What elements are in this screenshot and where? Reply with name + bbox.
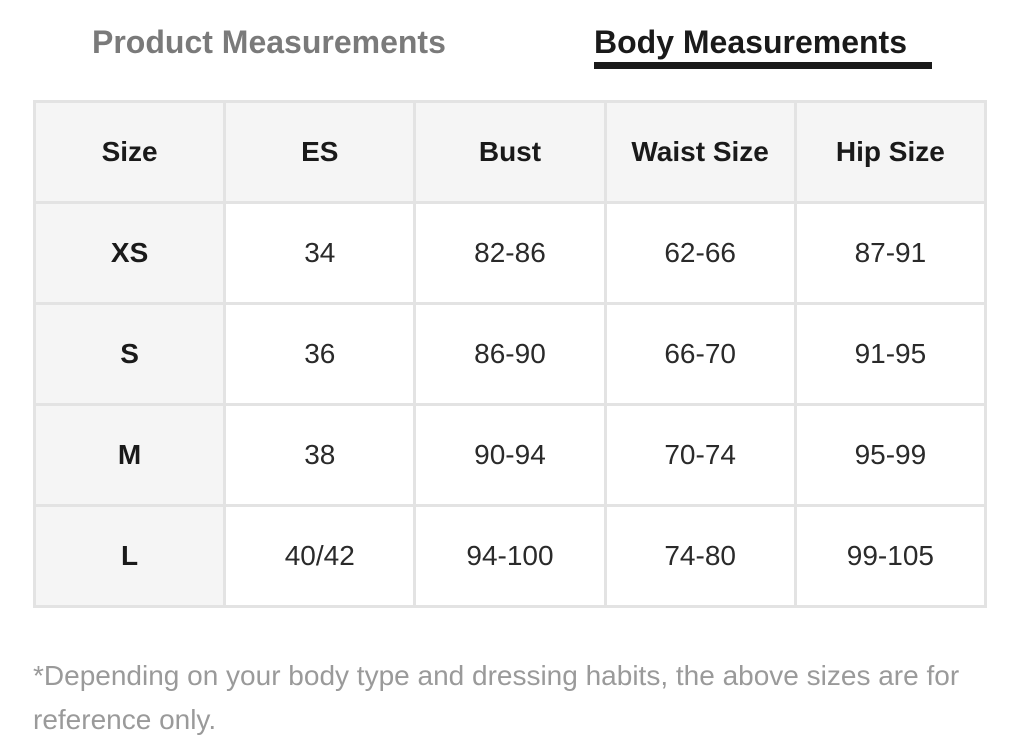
size-cell: S bbox=[32, 302, 227, 406]
column-header-bust: Bust bbox=[413, 100, 607, 204]
size-cell: M bbox=[32, 403, 227, 507]
size-cell: L bbox=[32, 504, 227, 608]
waist-cell: 70-74 bbox=[603, 403, 797, 507]
bust-cell: 82-86 bbox=[413, 201, 607, 305]
active-tab-underline bbox=[594, 62, 932, 69]
hip-cell: 95-99 bbox=[793, 403, 988, 507]
waist-cell: 62-66 bbox=[603, 201, 797, 305]
waist-cell: 74-80 bbox=[603, 504, 797, 608]
es-cell: 34 bbox=[223, 201, 417, 305]
table-header-row: Size ES Bust Waist Size Hip Size bbox=[32, 100, 988, 204]
table-row: L 40/42 94-100 74-80 99-105 bbox=[32, 504, 988, 608]
es-cell: 38 bbox=[223, 403, 417, 507]
sizing-disclaimer-note: *Depending on your body type and dressin… bbox=[33, 660, 960, 735]
size-cell: XS bbox=[32, 201, 227, 305]
es-cell: 40/42 bbox=[223, 504, 417, 608]
measurement-tabs: Product Measurements Body Measurements bbox=[0, 0, 1024, 80]
table-row: XS 34 82-86 62-66 87-91 bbox=[32, 201, 988, 305]
waist-cell: 66-70 bbox=[603, 302, 797, 406]
bust-cell: 94-100 bbox=[413, 504, 607, 608]
tab-product-measurements[interactable]: Product Measurements bbox=[92, 24, 446, 60]
bust-cell: 86-90 bbox=[413, 302, 607, 406]
tab-body-measurements[interactable]: Body Measurements bbox=[594, 24, 907, 60]
column-header-hip-size: Hip Size bbox=[793, 100, 988, 204]
table-row: M 38 90-94 70-74 95-99 bbox=[32, 403, 988, 507]
table-row: S 36 86-90 66-70 91-95 bbox=[32, 302, 988, 406]
es-cell: 36 bbox=[223, 302, 417, 406]
hip-cell: 99-105 bbox=[793, 504, 988, 608]
column-header-size: Size bbox=[32, 100, 227, 204]
size-chart-table-container: Size ES Bust Waist Size Hip Size XS 34 8… bbox=[32, 100, 988, 624]
hip-cell: 91-95 bbox=[793, 302, 988, 406]
column-header-waist-size: Waist Size bbox=[603, 100, 797, 204]
hip-cell: 87-91 bbox=[793, 201, 988, 305]
column-header-es: ES bbox=[223, 100, 417, 204]
bust-cell: 90-94 bbox=[413, 403, 607, 507]
size-chart-table: Size ES Bust Waist Size Hip Size XS 34 8… bbox=[32, 100, 988, 608]
